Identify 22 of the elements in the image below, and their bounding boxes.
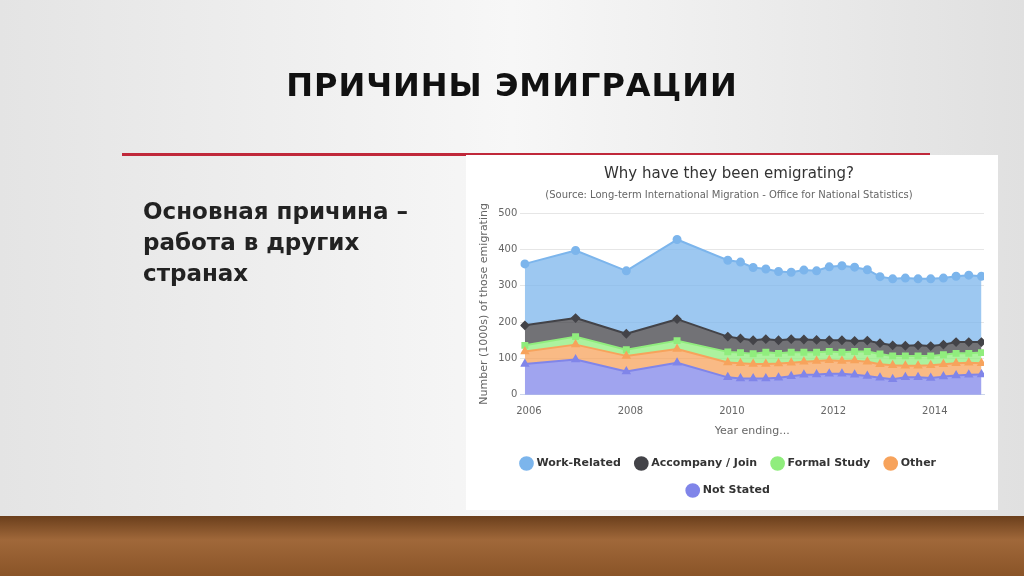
y-tick-label: 300 — [498, 279, 518, 291]
chart-subtitle: (Source: Long-term International Migration - Office for National Statistics) — [545, 188, 913, 200]
y-tick-label: 400 — [498, 242, 518, 254]
text: Основная причина – работа в других странах — [143, 197, 409, 288]
legend-label: Not Stated — [702, 483, 770, 497]
y-axis-title: Number (1000s) of those emigrating — [477, 203, 491, 405]
x-tick-label: 2014 — [922, 405, 948, 417]
x-tick-label: 2010 — [719, 405, 745, 417]
x-tick-label: 2012 — [820, 405, 847, 417]
x-tick-label: 2008 — [617, 405, 644, 417]
x-tick-label: 2006 — [516, 405, 542, 417]
legend-label: Accompany / Join — [651, 456, 758, 470]
y-tick-label: 200 — [498, 315, 518, 327]
y-tick-label: 500 — [498, 206, 518, 218]
legend-label: Work-Related — [536, 456, 621, 470]
x-axis-title: Year ending... — [713, 424, 790, 438]
chart-title: Why have they been emigrating? — [604, 163, 854, 182]
legend-label: Other — [900, 456, 937, 470]
text: ПРИЧИНЫ ЭМИГРАЦИИ — [285, 66, 739, 104]
y-tick-label: 0 — [510, 388, 518, 400]
y-tick-label: 100 — [498, 352, 518, 364]
legend-label: Formal Study — [787, 456, 871, 470]
